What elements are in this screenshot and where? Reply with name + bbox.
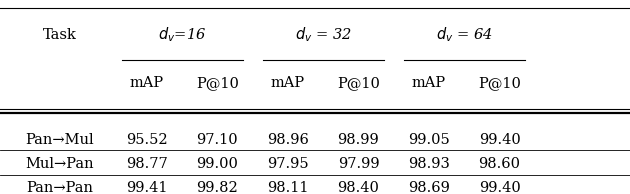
Text: 98.93: 98.93	[408, 157, 450, 171]
Text: 99.40: 99.40	[479, 181, 520, 194]
Text: 98.69: 98.69	[408, 181, 450, 194]
Text: Mul→Pan: Mul→Pan	[26, 157, 94, 171]
Text: Task: Task	[43, 28, 77, 42]
Text: 98.96: 98.96	[267, 133, 309, 147]
Text: 98.77: 98.77	[126, 157, 168, 171]
Text: $d_v$=16: $d_v$=16	[158, 26, 206, 44]
Text: mAP: mAP	[412, 76, 446, 90]
Text: mAP: mAP	[130, 76, 164, 90]
Text: 99.40: 99.40	[479, 133, 520, 147]
Text: 97.10: 97.10	[197, 133, 238, 147]
Text: P@10: P@10	[196, 76, 239, 90]
Text: 99.00: 99.00	[197, 157, 238, 171]
Text: 95.52: 95.52	[126, 133, 168, 147]
Text: $d_v$ = 64: $d_v$ = 64	[436, 26, 493, 44]
Text: 98.11: 98.11	[267, 181, 309, 194]
Text: 99.05: 99.05	[408, 133, 450, 147]
Text: 97.99: 97.99	[338, 157, 379, 171]
Text: 97.95: 97.95	[267, 157, 309, 171]
Text: $d_v$ = 32: $d_v$ = 32	[295, 26, 352, 44]
Text: 98.60: 98.60	[479, 157, 520, 171]
Text: P@10: P@10	[478, 76, 521, 90]
Text: P@10: P@10	[337, 76, 380, 90]
Text: Pan→Pan: Pan→Pan	[26, 181, 93, 194]
Text: 99.82: 99.82	[197, 181, 238, 194]
Text: mAP: mAP	[271, 76, 305, 90]
Text: 98.99: 98.99	[338, 133, 379, 147]
Text: 99.41: 99.41	[126, 181, 168, 194]
Text: Pan→Mul: Pan→Mul	[26, 133, 94, 147]
Text: 98.40: 98.40	[338, 181, 379, 194]
